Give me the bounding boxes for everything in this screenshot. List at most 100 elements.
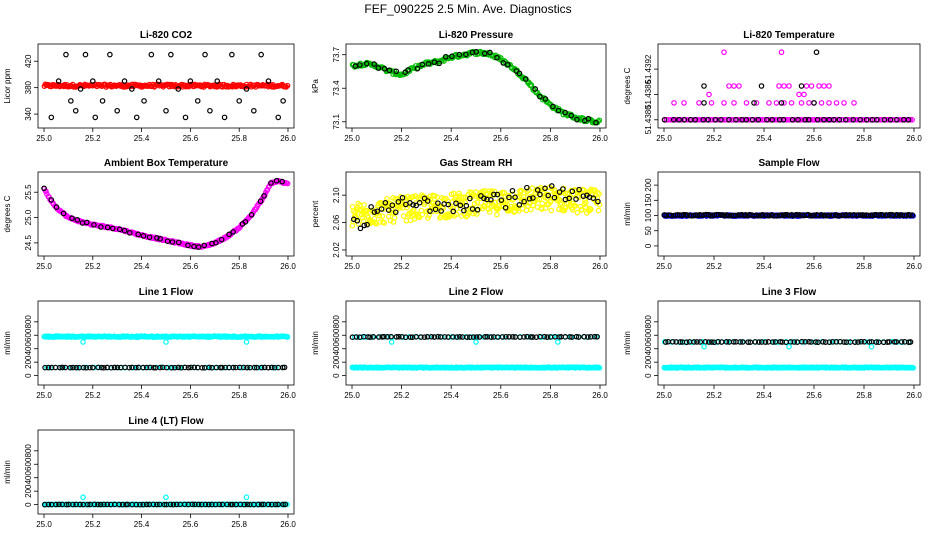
data-point — [63, 501, 70, 508]
plot-frame — [37, 171, 295, 257]
data-point — [376, 212, 383, 219]
data-point — [826, 100, 832, 106]
data-point — [111, 364, 118, 371]
data-point — [491, 191, 497, 198]
data-point — [715, 338, 721, 345]
y-axis-label: ml/min — [3, 460, 12, 484]
data-point — [745, 339, 751, 345]
data-point — [241, 501, 248, 508]
x-tick-label: 25.6 — [493, 262, 509, 271]
data-point — [67, 364, 74, 371]
data-point — [453, 200, 459, 207]
data-point — [126, 364, 133, 371]
data-point — [114, 107, 121, 114]
data-point — [749, 116, 756, 123]
series-outliers — [80, 494, 250, 501]
data-point — [537, 93, 543, 100]
data-point — [82, 51, 89, 58]
data-point — [104, 501, 111, 508]
data-point — [182, 364, 188, 371]
data-point — [509, 187, 516, 194]
data-point — [798, 100, 805, 106]
data-point — [163, 494, 169, 501]
data-point — [696, 100, 702, 106]
y-axis-label: degrees C — [623, 67, 632, 104]
data-point — [80, 494, 86, 501]
data-point — [709, 339, 715, 345]
data-point — [386, 67, 393, 74]
data-point — [583, 199, 589, 206]
data-point — [457, 202, 464, 209]
data-point — [57, 364, 63, 371]
data-point — [101, 501, 107, 508]
x-tick-label: 25.6 — [183, 520, 199, 529]
data-point — [718, 116, 724, 123]
chart-title-line4: Line 4 (LT) Flow — [128, 416, 204, 427]
data-point — [743, 116, 749, 123]
points-line4 — [41, 494, 290, 508]
y-tick-label: 200 — [24, 355, 33, 369]
data-point — [596, 365, 603, 371]
x-tick-label: 25.8 — [543, 134, 559, 143]
data-point — [116, 226, 123, 233]
data-point — [243, 339, 250, 345]
data-point — [45, 501, 52, 508]
chart-rh: Gas Stream RH 25.0 25.2 25.4 25.6 25.8 26.0 2.0… — [311, 158, 608, 271]
data-point — [368, 219, 375, 226]
data-point — [706, 91, 712, 98]
data-point — [568, 112, 574, 119]
y-tick-label: 73.4 — [332, 80, 341, 96]
data-point — [379, 213, 386, 219]
y-tick-label: 0 — [644, 373, 653, 378]
data-point — [175, 239, 182, 246]
data-point — [424, 198, 431, 204]
data-point — [473, 49, 480, 55]
data-point — [137, 501, 143, 508]
data-point — [233, 364, 239, 371]
data-point — [357, 225, 364, 232]
chart-ambient: Ambient Box Temperature 25.0 25.2 25.4 25.6 2… — [3, 158, 296, 271]
data-point — [469, 49, 476, 56]
x-tick-label: 25.2 — [394, 262, 410, 271]
x-tick-label: 25.2 — [85, 391, 101, 400]
data-point — [378, 206, 385, 212]
x-tick-label: 25.6 — [493, 134, 509, 143]
data-point — [881, 116, 888, 123]
data-point — [721, 100, 727, 106]
plot-frame — [345, 43, 607, 129]
data-point — [201, 242, 208, 249]
data-point — [199, 364, 205, 371]
data-point — [498, 197, 505, 203]
data-point — [48, 197, 55, 203]
data-point — [575, 334, 582, 340]
data-point — [209, 501, 215, 508]
data-point — [425, 61, 432, 67]
data-point — [685, 116, 691, 123]
data-point — [147, 364, 153, 371]
data-point — [457, 334, 463, 340]
data-point — [555, 107, 562, 114]
data-point — [778, 212, 785, 218]
data-point — [681, 100, 687, 106]
data-point — [569, 188, 576, 195]
data-point — [796, 91, 802, 98]
points-ambient — [41, 177, 291, 250]
data-point — [661, 116, 668, 123]
data-point — [403, 217, 410, 224]
data-point — [587, 334, 594, 340]
data-point — [221, 114, 228, 121]
x-tick-label: 26.0 — [906, 391, 922, 400]
plot-frame — [37, 300, 295, 386]
data-point — [435, 200, 441, 206]
data-point — [77, 501, 83, 508]
data-point — [555, 339, 561, 345]
data-point — [755, 116, 762, 123]
data-point — [164, 238, 171, 244]
data-point — [573, 333, 580, 340]
data-point — [469, 206, 476, 212]
data-point — [157, 364, 163, 371]
data-point — [533, 334, 540, 340]
data-point — [45, 364, 52, 371]
data-point — [541, 333, 548, 340]
data-point — [391, 214, 398, 221]
